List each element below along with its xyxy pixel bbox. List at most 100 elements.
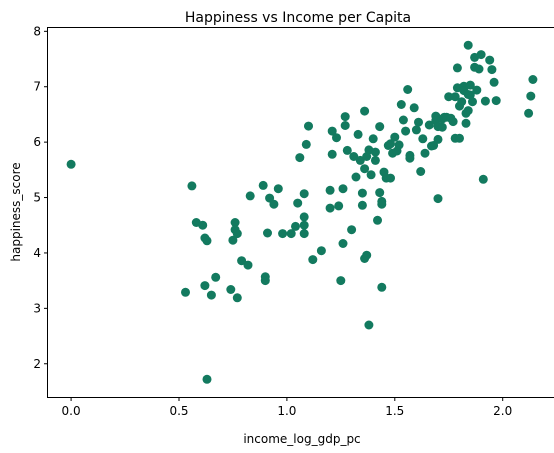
data-point <box>476 50 486 60</box>
data-point <box>316 246 326 256</box>
x-axis-ticks: 0.0 0.5 1.0 1.5 2.0 <box>62 397 512 418</box>
data-point <box>401 126 411 136</box>
data-point <box>347 225 357 235</box>
x-tick-label: 0.0 <box>62 404 81 418</box>
data-point <box>228 235 238 245</box>
x-axis-label: income_log_gdp_pc <box>243 432 360 446</box>
y-axis-label: happiness_score <box>9 162 23 261</box>
data-point <box>478 174 488 184</box>
data-point <box>524 108 534 118</box>
data-point <box>396 100 406 109</box>
data-point <box>336 276 346 286</box>
data-point <box>260 276 270 286</box>
data-point <box>357 200 367 210</box>
data-point <box>364 320 374 330</box>
data-point <box>491 96 501 106</box>
data-point <box>293 198 303 208</box>
data-point <box>357 188 367 198</box>
data-point <box>386 139 395 149</box>
data-point <box>420 148 430 158</box>
data-point <box>386 173 395 183</box>
data-point <box>327 126 337 136</box>
data-point <box>360 106 370 116</box>
data-point <box>232 229 242 239</box>
data-point <box>299 220 309 230</box>
y-tick-label: 2 <box>33 357 41 371</box>
data-point <box>237 256 247 266</box>
data-point <box>263 228 272 238</box>
x-tick-label: 2.0 <box>493 404 512 418</box>
data-point <box>245 191 255 201</box>
data-point <box>433 194 443 204</box>
data-point <box>474 64 484 74</box>
data-point <box>206 290 216 300</box>
data-point <box>273 184 283 194</box>
data-point <box>232 293 242 303</box>
data-point <box>299 189 309 199</box>
data-point <box>340 112 350 122</box>
data-point <box>202 236 212 246</box>
data-point <box>340 121 350 130</box>
y-tick-label: 4 <box>33 246 41 260</box>
data-point <box>366 170 376 180</box>
data-point <box>299 212 309 222</box>
data-point <box>403 85 413 94</box>
data-point <box>433 134 443 144</box>
y-tick-label: 7 <box>33 80 41 94</box>
data-point <box>325 185 335 195</box>
data-point <box>437 122 447 132</box>
data-point <box>472 85 482 95</box>
data-point <box>461 118 471 128</box>
data-point <box>269 199 279 209</box>
data-point <box>342 145 352 155</box>
data-point <box>418 134 428 144</box>
data-point <box>332 133 341 143</box>
y-tick-label: 8 <box>33 24 41 38</box>
data-point <box>202 374 212 384</box>
data-point <box>258 180 268 190</box>
data-point <box>226 285 236 294</box>
data-point <box>211 272 221 282</box>
data-point <box>450 92 460 102</box>
data-point <box>304 121 313 131</box>
data-point <box>398 115 408 125</box>
data-point <box>200 281 210 291</box>
data-point <box>187 181 197 191</box>
y-tick-label: 6 <box>33 135 41 149</box>
data-point <box>325 203 335 213</box>
y-tick-label: 3 <box>33 301 41 315</box>
y-tick-label: 5 <box>33 191 41 205</box>
data-point <box>373 215 382 225</box>
data-point <box>286 229 296 239</box>
data-point <box>465 80 475 90</box>
data-point <box>370 147 380 157</box>
data-point <box>411 125 421 135</box>
data-point <box>463 106 473 116</box>
data-point <box>485 55 495 65</box>
data-point <box>368 134 378 144</box>
data-point <box>370 155 380 165</box>
data-point <box>394 140 404 150</box>
data-point <box>362 250 372 260</box>
data-point <box>291 221 300 231</box>
data-point <box>308 255 318 265</box>
x-tick-label: 1.0 <box>277 404 296 418</box>
data-point <box>489 77 499 87</box>
data-point <box>299 229 309 239</box>
data-point <box>405 153 415 163</box>
data-points <box>66 40 538 384</box>
x-tick-label: 0.5 <box>169 404 188 418</box>
chart-title: Happiness vs Income per Capita <box>185 10 411 26</box>
data-point <box>295 153 305 163</box>
data-point <box>444 92 454 102</box>
data-point <box>278 229 288 239</box>
data-point <box>198 220 208 230</box>
y-axis-ticks: 2 3 4 5 6 7 8 <box>33 24 48 371</box>
data-point <box>468 97 477 107</box>
data-point <box>334 201 344 211</box>
data-point <box>416 167 426 176</box>
data-point <box>424 120 434 130</box>
data-point <box>480 96 490 106</box>
data-point <box>338 239 348 248</box>
data-point <box>455 133 464 143</box>
